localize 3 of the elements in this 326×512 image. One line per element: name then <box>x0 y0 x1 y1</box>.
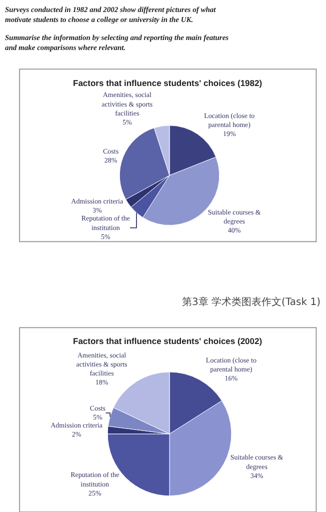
chart-title: Factors that influence students' choices (1982) <box>73 78 262 88</box>
chart-title: Factors that influence students' choices (2002) <box>73 336 262 346</box>
text: 第3章 学术类图表作文(Task 1) <box>182 296 321 308</box>
